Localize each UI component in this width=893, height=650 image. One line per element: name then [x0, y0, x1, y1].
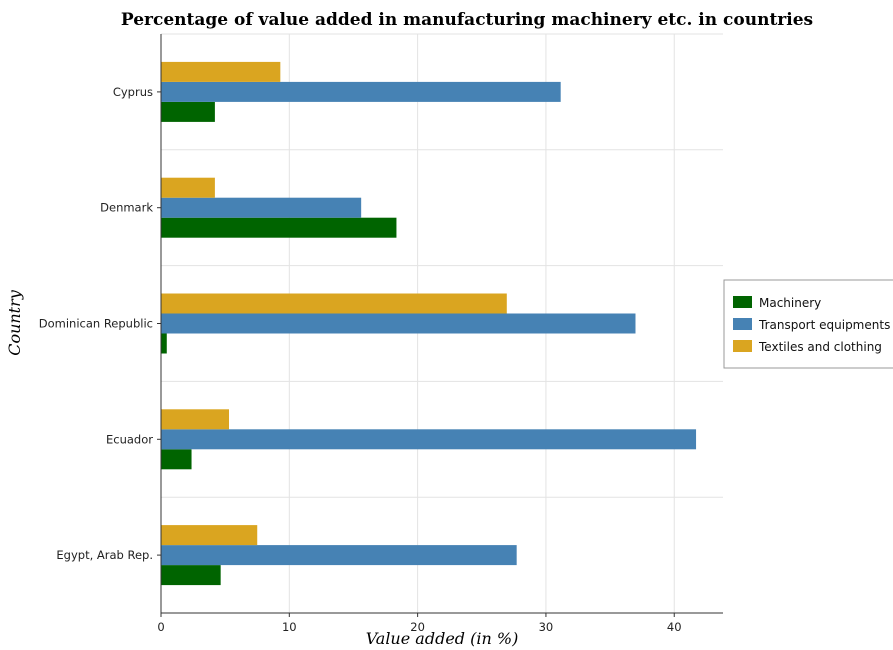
bar-machinery [161, 333, 167, 354]
y-ticks: Cyprus Denmark Dominican Republic Ecuador Eg… [39, 85, 161, 562]
bar-transport-equipments [161, 313, 636, 334]
x-tick-label: 20 [410, 620, 425, 634]
x-tick-label: 30 [539, 620, 554, 634]
x-tick-label: 40 [667, 620, 682, 634]
bar-textiles-and-clothing [161, 61, 281, 82]
legend-box [723, 279, 893, 369]
legend-label: Textiles and clothing [758, 340, 882, 354]
legend-swatch [733, 296, 752, 308]
bar-transport-equipments [161, 197, 362, 218]
bar-textiles-and-clothing [161, 525, 258, 546]
y-axis-label: Country [5, 289, 24, 356]
plot-area: 0 10 20 30 40 Cyprus Denmark Dominican Republi… [39, 33, 723, 634]
bar-transport-equipments [161, 545, 517, 566]
bar-textiles-and-clothing [161, 177, 215, 198]
bar-textiles-and-clothing [161, 409, 230, 430]
y-tick-label: Cyprus [113, 85, 153, 99]
x-tick-label: 0 [157, 620, 164, 634]
x-ticks: 0 10 20 30 40 [157, 613, 682, 634]
legend-label: Transport equipments [758, 318, 890, 332]
legend-label: Machinery [759, 296, 821, 310]
y-tick-label: Ecuador [106, 432, 153, 446]
chart-title: Percentage of value added in manufacturi… [121, 10, 813, 30]
bar-transport-equipments [161, 429, 697, 450]
bars [161, 61, 697, 586]
bar-transport-equipments [161, 81, 561, 102]
bar-machinery [161, 565, 221, 586]
bar-machinery [161, 449, 192, 470]
bar-machinery [161, 217, 397, 238]
legend: Machinery Transport equipments Textiles an… [723, 279, 893, 369]
legend-swatch [733, 318, 752, 330]
x-tick-label: 10 [282, 620, 297, 634]
y-tick-label: Denmark [100, 201, 153, 215]
legend-swatch [733, 340, 752, 352]
x-axis-label: Value added (in %) [366, 629, 519, 648]
bar-textiles-and-clothing [161, 293, 507, 314]
y-tick-label: Dominican Republic [39, 317, 153, 331]
y-tick-label: Egypt, Arab Rep. [56, 548, 153, 562]
bar-machinery [161, 101, 215, 122]
